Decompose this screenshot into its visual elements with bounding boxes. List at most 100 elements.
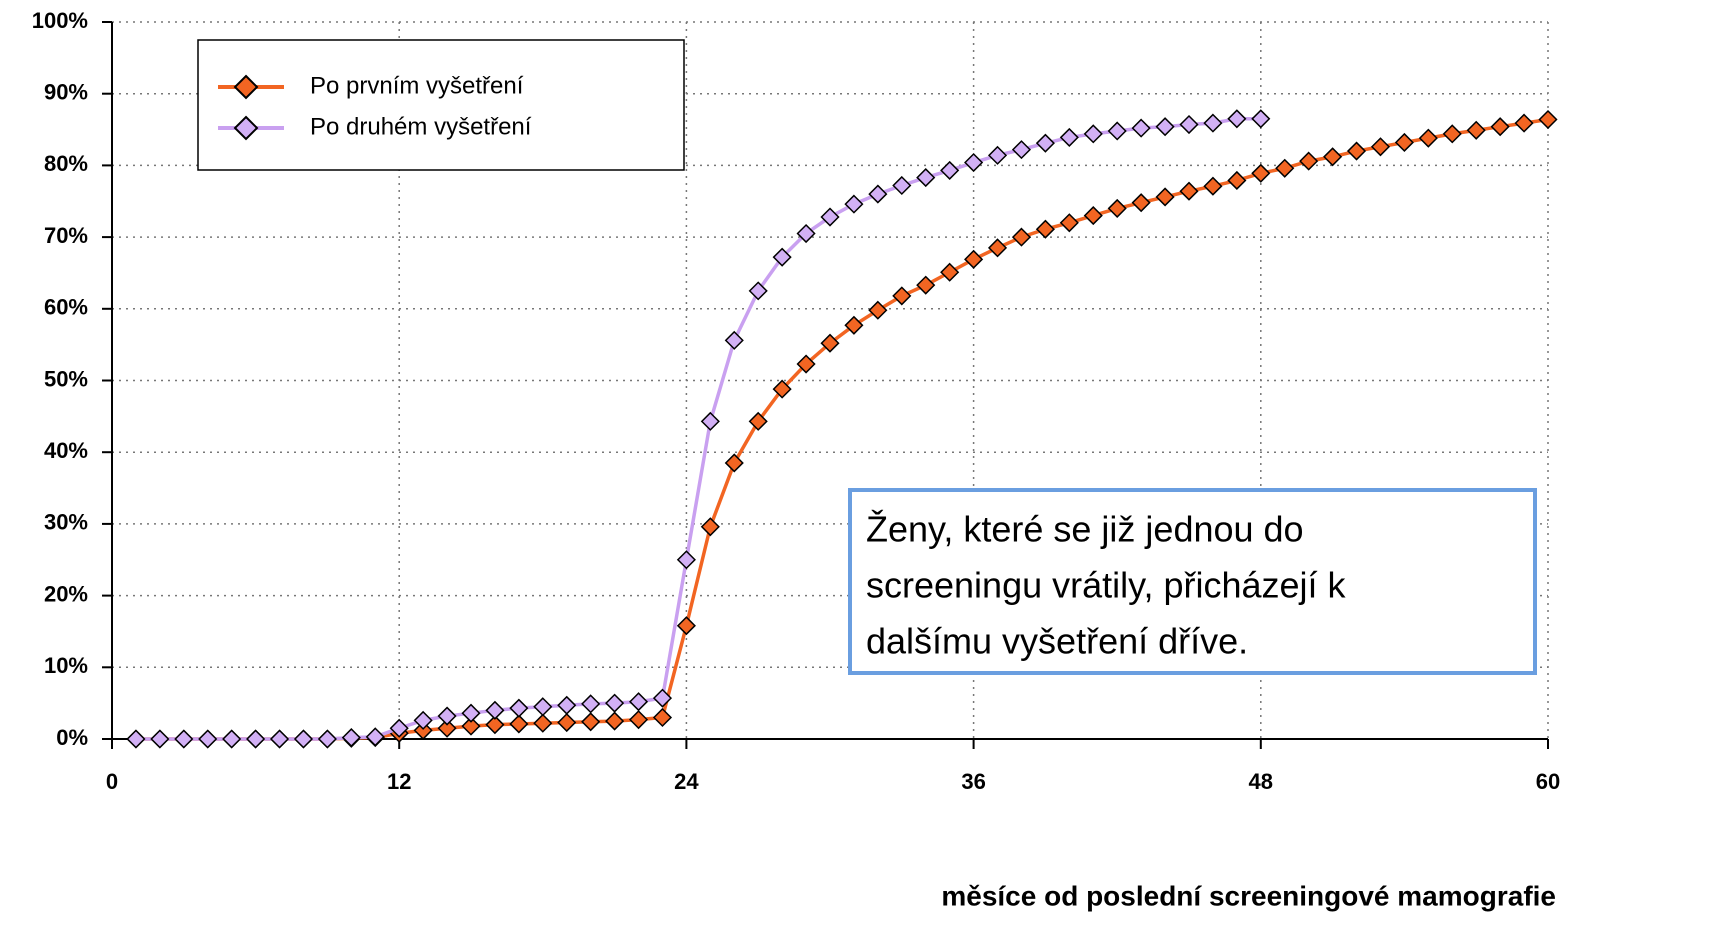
x-tick-label: 0 xyxy=(106,769,118,794)
data-point xyxy=(1011,227,1032,247)
x-tick-label: 48 xyxy=(1249,769,1273,794)
legend-marker xyxy=(233,115,259,141)
data-point xyxy=(389,718,409,738)
y-tick-label: 0% xyxy=(56,725,88,750)
data-point xyxy=(1083,124,1103,144)
data-point xyxy=(1466,120,1486,140)
data-point xyxy=(1059,127,1079,147)
data-point xyxy=(676,616,696,636)
data-point xyxy=(461,716,481,736)
data-point xyxy=(772,379,792,399)
y-tick-label: 90% xyxy=(44,80,88,105)
data-point xyxy=(844,315,864,335)
data-point xyxy=(365,727,385,747)
data-point xyxy=(1179,181,1199,201)
legend-marker xyxy=(233,74,259,100)
data-point xyxy=(987,145,1008,165)
data-point xyxy=(1155,117,1175,137)
data-point xyxy=(724,453,744,473)
y-tick-label: 10% xyxy=(44,653,88,678)
data-point xyxy=(509,714,529,734)
x-tick-label: 24 xyxy=(674,769,699,794)
data-point xyxy=(916,275,936,295)
data-point xyxy=(1490,117,1510,137)
data-point xyxy=(868,184,888,204)
data-point xyxy=(557,695,577,715)
data-point xyxy=(748,411,768,431)
legend-label: Po prvním vyšetření xyxy=(310,72,524,99)
data-point xyxy=(269,729,290,749)
data-point xyxy=(1394,132,1414,153)
data-point xyxy=(293,729,314,749)
data-point xyxy=(126,729,146,749)
y-tick-label: 20% xyxy=(44,581,88,606)
y-tick-label: 100% xyxy=(32,8,88,33)
data-point xyxy=(1251,163,1271,183)
x-axis-title: měsíce od poslední screeningové mamograf… xyxy=(941,880,1556,911)
legend-label: Po druhém vyšetření xyxy=(310,113,532,140)
y-tick-label: 40% xyxy=(44,438,88,463)
data-point xyxy=(1107,121,1127,141)
data-point xyxy=(652,688,673,708)
data-point xyxy=(868,300,888,320)
data-point xyxy=(1370,137,1391,157)
data-point xyxy=(724,330,744,350)
data-point xyxy=(1203,176,1223,196)
data-point xyxy=(246,729,266,749)
data-point xyxy=(533,713,553,733)
data-point xyxy=(676,550,696,570)
y-tick-label: 70% xyxy=(44,223,88,248)
data-point xyxy=(198,729,218,749)
data-point xyxy=(605,693,625,713)
data-point xyxy=(628,692,649,712)
data-point xyxy=(700,411,720,431)
annotation-box xyxy=(848,488,1537,675)
data-point xyxy=(485,700,505,720)
data-point xyxy=(1035,133,1055,153)
data-point xyxy=(796,354,816,374)
data-point xyxy=(413,710,433,730)
y-tick-label: 50% xyxy=(44,366,88,391)
y-tick-label: 30% xyxy=(44,510,88,535)
data-point xyxy=(1299,151,1319,171)
x-tick-label: 12 xyxy=(387,769,411,794)
data-point xyxy=(1514,113,1534,133)
data-point xyxy=(1179,114,1199,135)
data-point xyxy=(748,281,768,301)
y-tick-label: 60% xyxy=(44,295,88,320)
data-point xyxy=(1059,213,1079,233)
data-point xyxy=(940,262,960,282)
data-point xyxy=(581,712,601,732)
data-point xyxy=(1035,219,1055,239)
data-point xyxy=(1203,113,1223,133)
data-point xyxy=(1131,118,1151,138)
data-point xyxy=(820,333,840,353)
data-point xyxy=(844,194,864,214)
data-point xyxy=(485,715,505,735)
data-point xyxy=(1323,147,1343,167)
data-point xyxy=(437,706,457,726)
data-point xyxy=(222,729,242,749)
data-point xyxy=(964,152,984,173)
data-point xyxy=(1346,141,1367,161)
data-point xyxy=(174,729,194,749)
data-point xyxy=(605,711,625,731)
y-tick-label: 80% xyxy=(44,151,88,176)
data-point xyxy=(581,694,601,714)
data-point xyxy=(1227,170,1247,191)
data-point xyxy=(509,698,529,718)
data-point xyxy=(1227,109,1247,129)
data-point xyxy=(1251,109,1271,129)
data-point xyxy=(533,697,553,717)
data-point xyxy=(317,729,337,749)
data-point xyxy=(652,707,673,728)
data-point xyxy=(964,249,984,269)
data-point xyxy=(1083,206,1103,226)
data-point xyxy=(772,247,792,267)
x-tick-label: 60 xyxy=(1536,769,1560,794)
data-point xyxy=(1418,128,1438,148)
legend-box xyxy=(197,39,685,171)
data-point xyxy=(341,728,361,748)
